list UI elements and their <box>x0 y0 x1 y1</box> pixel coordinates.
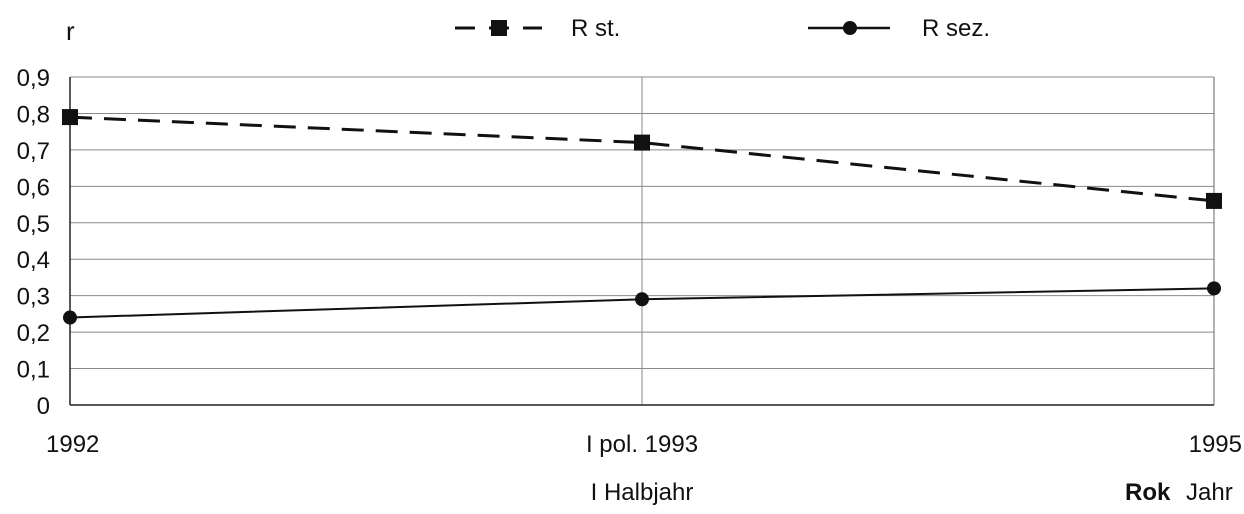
legend-item-r-sez: R sez. <box>808 15 990 42</box>
x-axis-label-bold: Rok <box>1125 479 1171 506</box>
x-tick-label: I pol. 1993 <box>586 431 698 458</box>
y-tick-label: 0,1 <box>17 357 50 384</box>
x-tick-label: 1992 <box>46 431 99 458</box>
data-point-square <box>62 109 78 126</box>
x-axis-sublabel: I Halbjahr <box>591 479 694 506</box>
data-point-square <box>634 134 650 151</box>
x-tick-labels: 1992 I pol. 1993 1995 <box>46 431 1242 458</box>
legend-label-r-sez: R sez. <box>922 15 990 42</box>
series <box>62 109 1222 325</box>
y-tick-label: 0 <box>37 393 50 420</box>
legend: R st. R sez. <box>455 15 990 42</box>
y-tick-label: 0,9 <box>17 65 50 92</box>
y-tick-label: 0,4 <box>17 247 50 274</box>
x-tick-label: 1995 <box>1189 431 1242 458</box>
y-tick-label: 0,3 <box>17 284 50 311</box>
x-axis-label-unit: Jahr <box>1186 479 1233 506</box>
y-tick-labels: 0 0,1 0,2 0,3 0,4 0,5 0,6 0,7 0,8 0,9 <box>17 65 50 420</box>
legend-item-r-st: R st. <box>455 15 620 42</box>
y-tick-label: 0,5 <box>17 211 50 238</box>
data-point-circle <box>63 310 77 325</box>
y-tick-label: 0,8 <box>17 101 50 128</box>
data-point-square <box>1206 192 1222 209</box>
y-tick-label: 0,2 <box>17 320 50 347</box>
data-point-circle <box>1207 281 1221 296</box>
y-axis-label: r <box>66 16 75 46</box>
y-tick-label: 0,6 <box>17 174 50 201</box>
legend-label-r-st: R st. <box>571 15 620 42</box>
data-point-circle <box>635 292 649 307</box>
y-tick-label: 0,7 <box>17 138 50 165</box>
series-line-r-st <box>69 115 1215 203</box>
axes <box>69 77 1215 406</box>
